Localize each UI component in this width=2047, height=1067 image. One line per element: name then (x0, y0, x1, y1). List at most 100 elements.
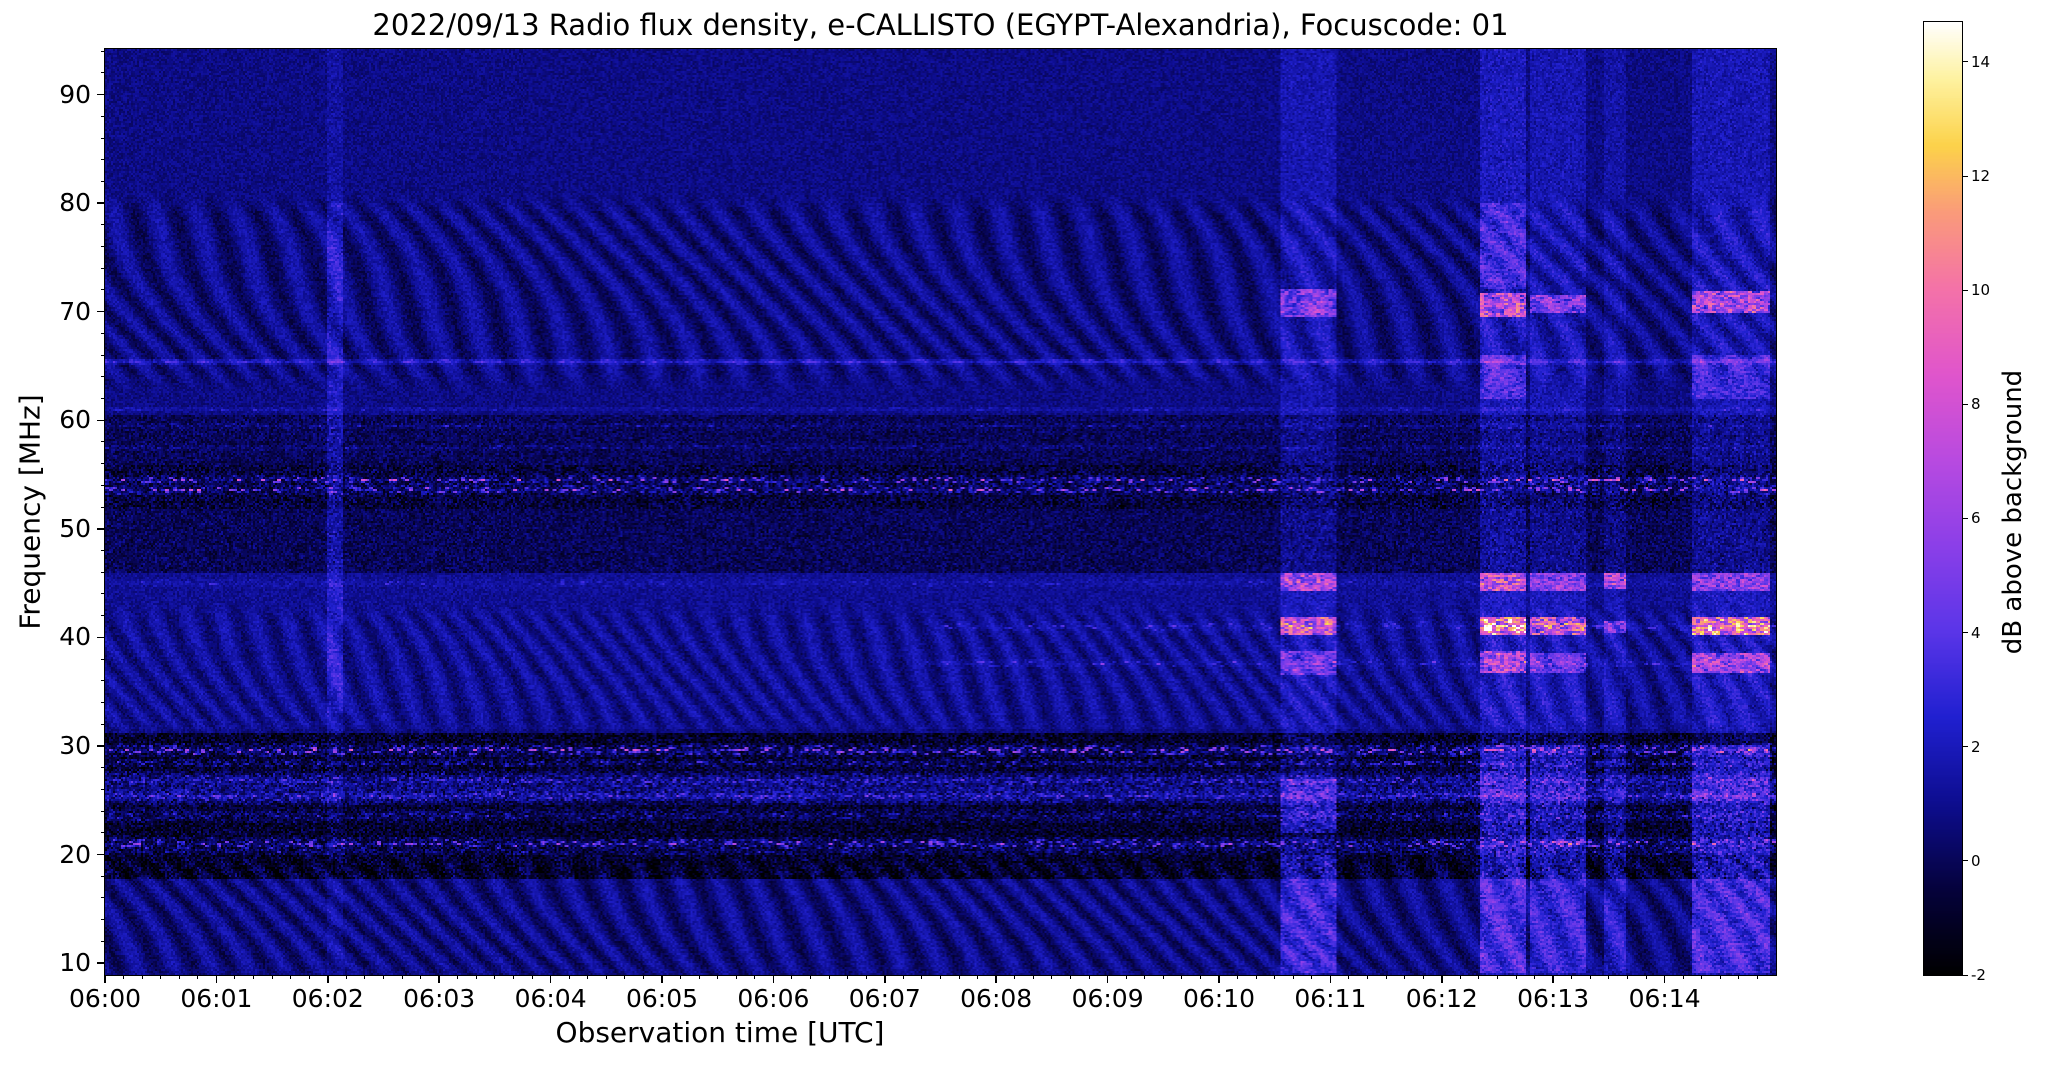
y-minor-tick-mark (101, 593, 105, 595)
x-minor-tick-mark (1645, 975, 1647, 979)
x-minor-tick-mark (1738, 975, 1740, 979)
x-minor-tick-mark (531, 975, 533, 979)
x-minor-tick-mark (717, 975, 719, 979)
colorbar-tick-mark (1962, 974, 1968, 976)
x-minor-tick-mark (475, 975, 477, 979)
y-minor-tick-mark (101, 354, 105, 356)
x-minor-tick-mark (401, 975, 403, 979)
x-minor-tick-mark (1515, 975, 1517, 979)
y-minor-tick-mark (101, 398, 105, 400)
x-tick-label: 06:12 (1405, 984, 1478, 1013)
x-minor-tick-mark (178, 975, 180, 979)
y-tick-mark (97, 419, 105, 422)
x-minor-tick-mark (1125, 975, 1127, 979)
x-tick-mark (1663, 975, 1666, 983)
x-minor-tick-mark (1237, 975, 1239, 979)
x-minor-tick-mark (1367, 975, 1369, 979)
x-minor-tick-mark (1032, 975, 1034, 979)
y-minor-tick-mark (101, 897, 105, 899)
colorbar-tick-mark (1962, 860, 1968, 862)
x-minor-tick-mark (1626, 975, 1628, 979)
x-minor-tick-mark (494, 975, 496, 979)
x-minor-tick-mark (1701, 975, 1703, 979)
x-tick-mark (549, 975, 552, 983)
y-minor-tick-mark (101, 115, 105, 117)
colorbar-tick-label: 2 (1971, 737, 1981, 756)
y-minor-tick-mark (101, 267, 105, 269)
x-minor-tick-mark (1404, 975, 1406, 979)
y-minor-tick-mark (101, 680, 105, 682)
x-minor-tick-mark (1497, 975, 1498, 979)
x-minor-tick-mark (253, 975, 255, 979)
y-tick-label: 10 (59, 948, 91, 978)
x-tick-mark (1441, 975, 1443, 983)
y-tick-mark (97, 962, 105, 964)
x-axis-label: Observation time [UTC] (555, 1016, 885, 1049)
y-minor-tick-mark (101, 919, 105, 921)
x-minor-tick-mark (512, 975, 514, 979)
x-minor-tick-mark (160, 975, 162, 979)
x-minor-tick-mark (1478, 975, 1480, 979)
x-minor-tick-mark (457, 975, 459, 979)
y-tick-label: 80 (59, 188, 91, 218)
colorbar-tick-mark (1962, 289, 1968, 291)
colorbar-tick-mark (1962, 517, 1968, 519)
y-tick-mark (97, 93, 105, 96)
x-tick-label: 06:00 (68, 984, 142, 1013)
colorbar-tick-mark (1962, 61, 1968, 63)
colorbar-canvas (1924, 22, 1962, 975)
x-minor-tick-mark (977, 975, 979, 979)
x-minor-tick-mark (1255, 975, 1257, 979)
y-tick-label: 50 (59, 513, 91, 543)
x-tick-mark (1552, 975, 1554, 983)
x-minor-tick-mark (383, 975, 384, 979)
colorbar-tick-label: 6 (1971, 509, 1981, 528)
x-minor-tick-mark (587, 975, 589, 979)
spectrogram-canvas (105, 49, 1776, 975)
x-minor-tick-mark (271, 975, 273, 979)
x-tick-label: 06:13 (1517, 984, 1590, 1013)
x-tick-mark (884, 975, 886, 983)
y-minor-tick-mark (101, 658, 105, 660)
x-minor-tick-mark (1589, 975, 1591, 979)
colorbar-tick-mark (1962, 175, 1968, 177)
x-tick-mark (215, 975, 218, 983)
y-minor-tick-mark (101, 702, 105, 704)
y-tick-mark (97, 636, 105, 639)
x-tick-label: 06:06 (737, 984, 810, 1013)
y-minor-tick-mark (101, 832, 105, 834)
x-minor-tick-mark (1199, 975, 1201, 979)
y-minor-tick-mark (101, 72, 105, 74)
colorbar-label: dB above background (1998, 369, 2028, 655)
colorbar-tick-label: 10 (1971, 281, 1991, 300)
colorbar-tick-mark (1962, 632, 1968, 634)
y-tick-label: 90 (59, 79, 91, 109)
y-minor-tick-mark (101, 571, 105, 573)
x-minor-tick-mark (940, 975, 941, 979)
y-tick-label: 20 (59, 839, 91, 869)
y-minor-tick-mark (101, 615, 105, 617)
x-tick-mark (1329, 975, 1332, 983)
y-tick-label: 60 (59, 405, 91, 435)
x-minor-tick-mark (1051, 975, 1053, 979)
x-minor-tick-mark (1311, 975, 1313, 979)
x-minor-tick-mark (1088, 975, 1090, 979)
x-tick-label: 06:05 (625, 984, 699, 1013)
y-minor-tick-mark (101, 224, 105, 226)
colorbar-tick-mark (1962, 403, 1968, 405)
y-minor-tick-mark (101, 506, 105, 508)
y-tick-label: 30 (59, 730, 91, 760)
y-minor-tick-mark (101, 159, 105, 161)
y-minor-tick-mark (101, 50, 105, 52)
x-minor-tick-mark (141, 975, 143, 979)
y-minor-tick-mark (101, 788, 105, 790)
x-minor-tick-mark (1274, 975, 1276, 979)
x-tick-mark (104, 975, 106, 983)
y-tick-mark (97, 202, 105, 204)
x-minor-tick-mark (828, 975, 830, 979)
x-minor-tick-mark (605, 975, 607, 979)
x-tick-label: 06:01 (180, 984, 253, 1013)
x-minor-tick-mark (921, 975, 923, 979)
x-minor-tick-mark (847, 975, 849, 979)
x-tick-label: 06:14 (1628, 984, 1701, 1013)
